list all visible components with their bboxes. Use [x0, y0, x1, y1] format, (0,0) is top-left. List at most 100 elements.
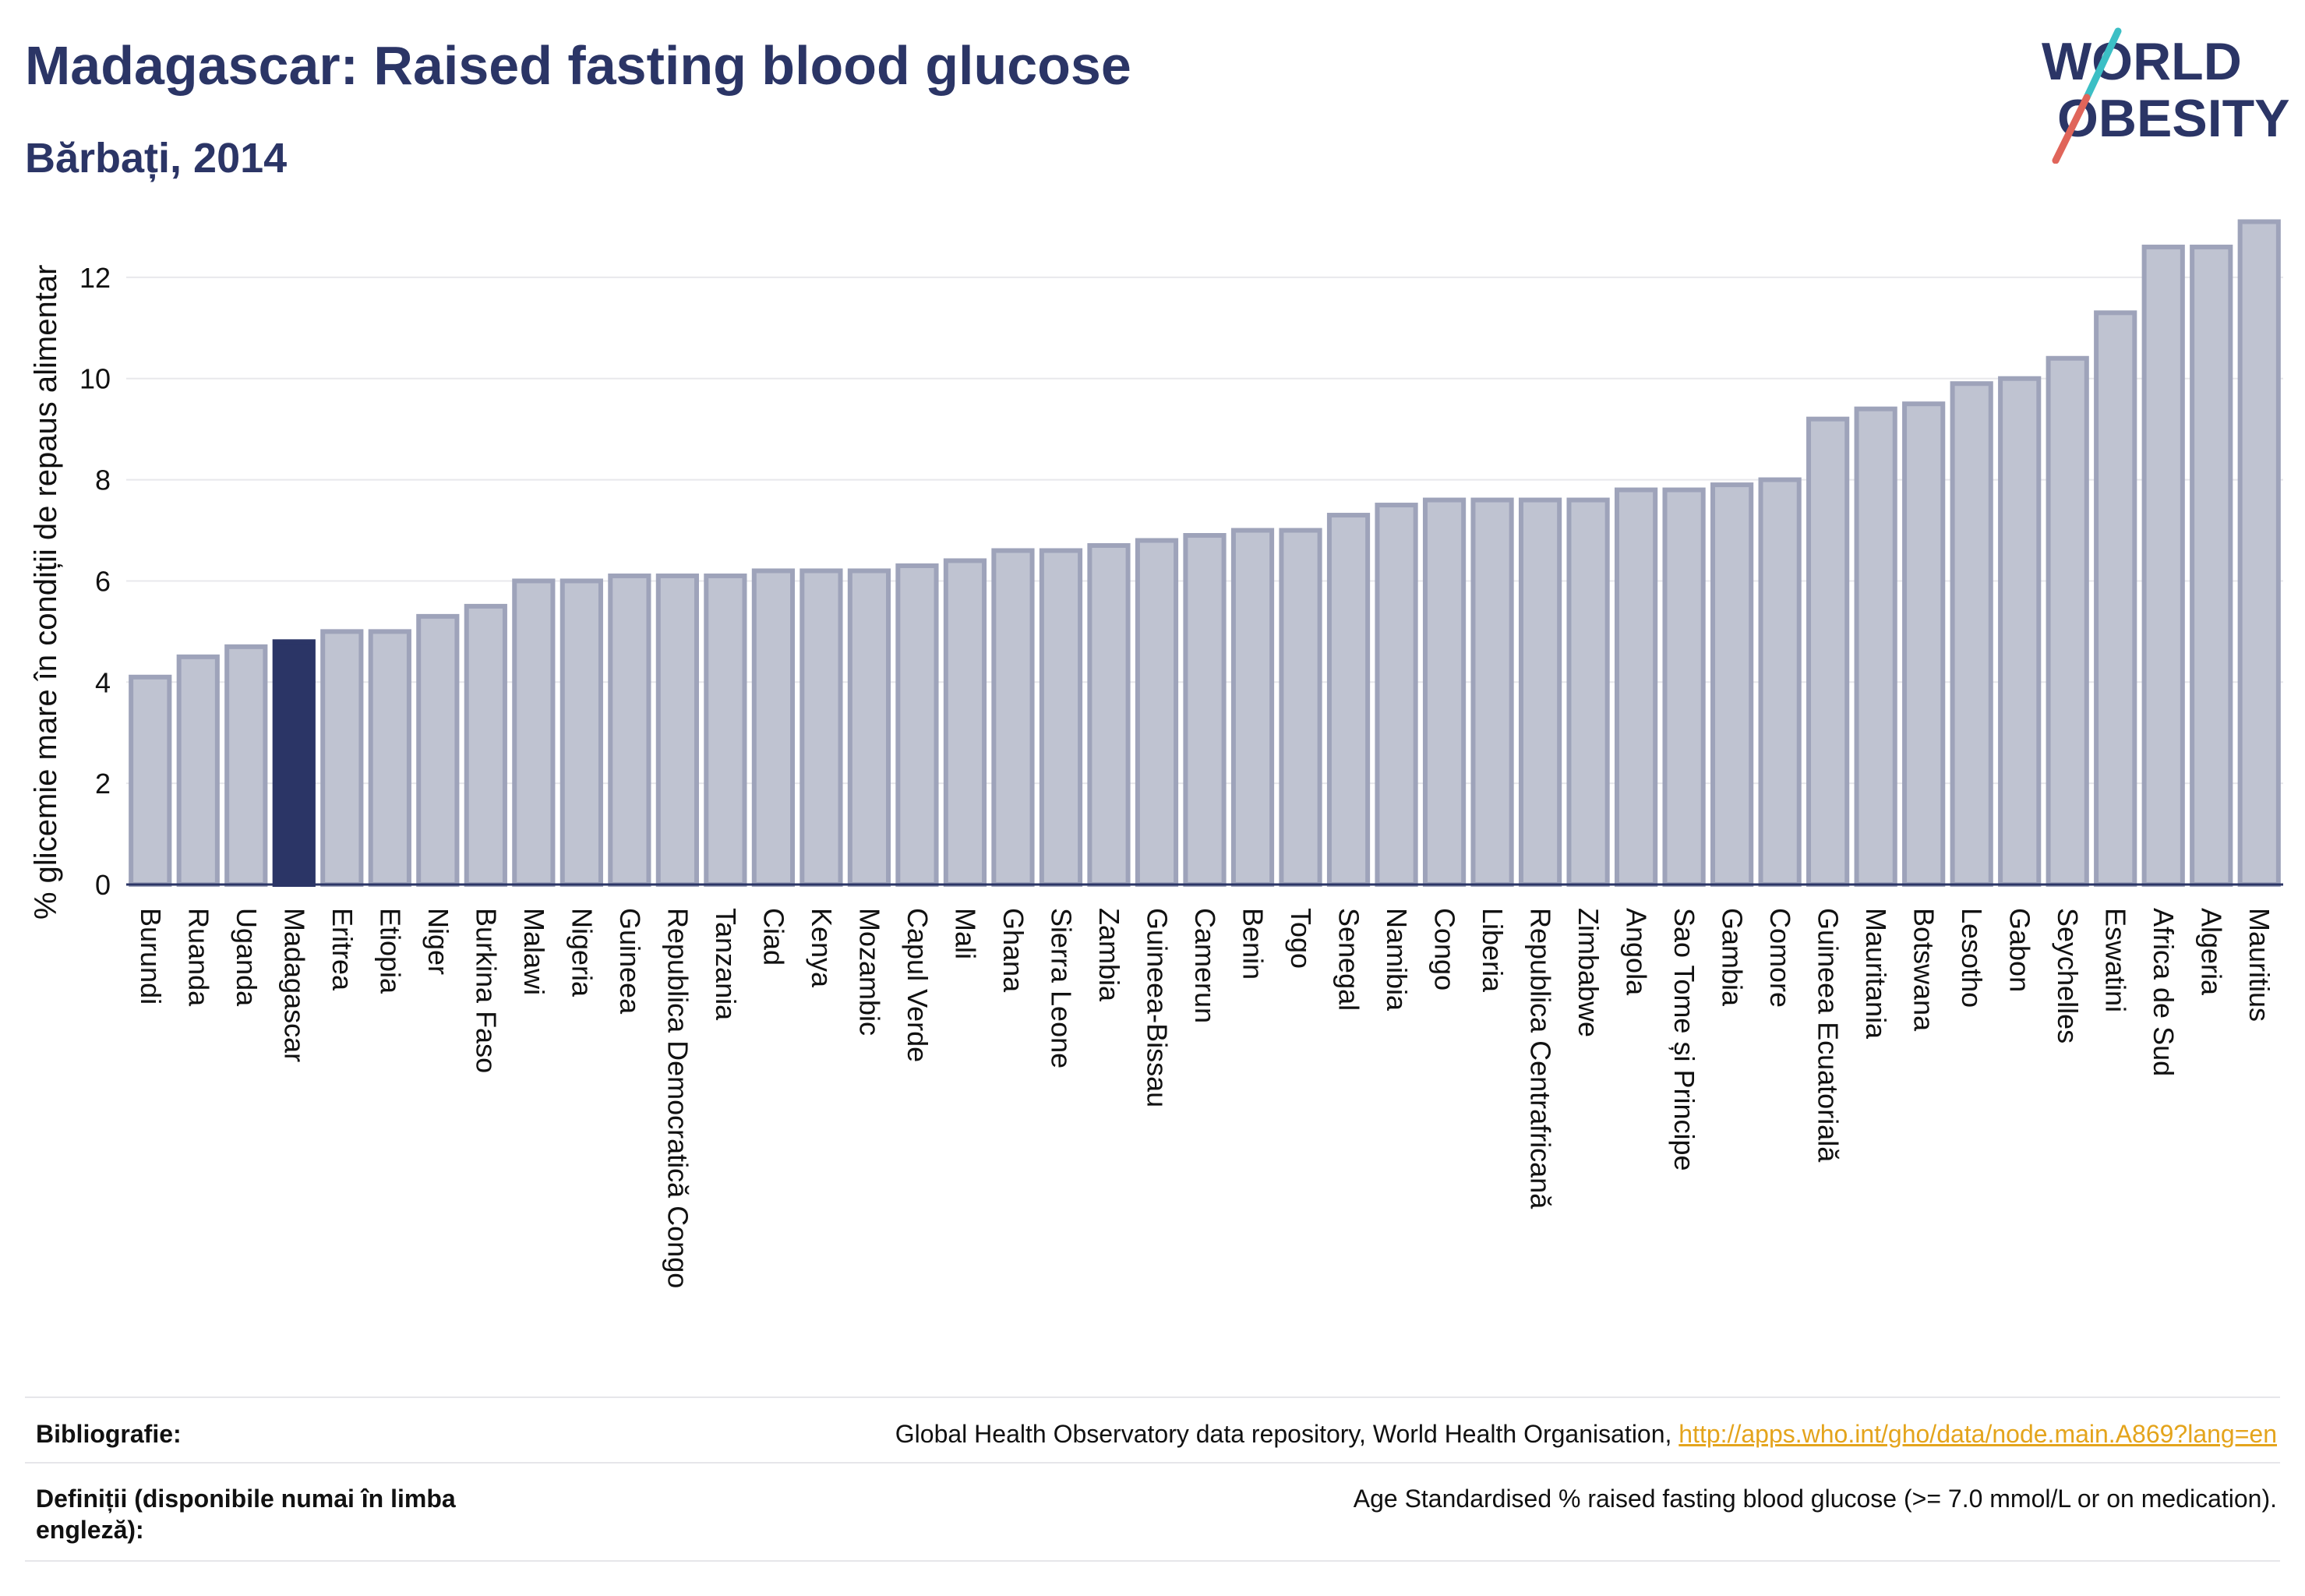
- bar-seychelles: [2046, 355, 2089, 887]
- y-tick-label: 4: [95, 666, 111, 698]
- x-tick-label: Namibia: [1381, 908, 1413, 1012]
- x-tick-label: Togo: [1285, 908, 1317, 969]
- chart-title: Madagascar: Raised fasting blood glucose: [25, 35, 1131, 96]
- bar-senegal: [1326, 513, 1371, 887]
- x-tick-label: Benin: [1237, 908, 1269, 980]
- bar-lesotho: [1950, 381, 1993, 887]
- x-tick-label: Ruanda: [182, 908, 214, 1007]
- bar-tanzania: [704, 573, 747, 888]
- x-tick-label: Nigeria: [566, 908, 598, 998]
- x-tick-label: Liberia: [1477, 908, 1509, 993]
- x-tick-label: Mozambic: [853, 908, 885, 1036]
- bar-capul-verde: [895, 563, 939, 888]
- bar-gambia: [1710, 482, 1754, 887]
- bar-niger: [416, 613, 460, 887]
- y-tick-label: 6: [95, 565, 111, 597]
- x-tick-label: Botswana: [1908, 908, 1940, 1032]
- y-tick-label: 8: [95, 464, 111, 496]
- bar-republica-centrafricană: [1518, 497, 1562, 887]
- y-tick-labels: 0 2 4 6 8 10 12: [79, 262, 111, 901]
- x-tick-label: Seychelles: [2052, 908, 2084, 1043]
- x-tick-label: Uganda: [231, 908, 263, 1007]
- x-tick-label: Eswatini: [2100, 908, 2132, 1012]
- x-tick-label: Camerun: [1189, 908, 1221, 1023]
- bibliography-text: Global Health Observatory data repositor…: [895, 1420, 1679, 1448]
- bar-botswana: [1902, 401, 1946, 887]
- bar-algeria: [2190, 244, 2233, 888]
- bar-etiopia: [368, 629, 411, 888]
- bibliography-link[interactable]: http://apps.who.int/gho/data/node.main.A…: [1678, 1420, 2277, 1448]
- bar-liberia: [1470, 497, 1514, 887]
- bar-malawi: [512, 578, 556, 887]
- bar-mauritius: [2237, 219, 2281, 887]
- x-tick-label: Kenya: [806, 908, 838, 988]
- x-tick-label: Madagascar: [278, 908, 310, 1062]
- y-tick-label: 0: [95, 869, 111, 901]
- bar-ghana: [991, 548, 1035, 887]
- y-tick-label: 2: [95, 768, 111, 800]
- logo-text-world: WORLD: [2042, 32, 2242, 91]
- world-obesity-logo: WORLD OBESITY: [2042, 27, 2290, 164]
- x-tick-label: Mauritius: [2243, 908, 2275, 1022]
- x-tick-label: Republica Democratică Congo: [662, 908, 694, 1288]
- bar-mauritania: [1854, 406, 1897, 887]
- x-tick-label: Guineea: [614, 908, 646, 1015]
- x-tick-label: Guineea Ecuatorială: [1813, 908, 1844, 1163]
- x-tick-label: Capul Verde: [902, 908, 934, 1062]
- bar-burundi: [129, 674, 172, 887]
- x-tick-label: Congo: [1429, 908, 1461, 990]
- x-tick-label: Sao Tome și Principe: [1668, 908, 1700, 1171]
- x-tick-label: Zimbabwe: [1573, 908, 1604, 1037]
- x-tick-label: Gabon: [2004, 908, 2036, 992]
- bar-namibia: [1375, 503, 1418, 887]
- x-tick-label: Gambia: [1717, 908, 1749, 1007]
- bars: [129, 219, 2281, 888]
- y-tick-label: 12: [79, 262, 111, 294]
- bar-mozambic: [847, 568, 891, 887]
- bar-ruanda: [176, 654, 220, 887]
- x-tick-label: Algeria: [2196, 908, 2228, 996]
- bar-uganda: [224, 644, 268, 887]
- bar-sao-tome-și-principe: [1662, 487, 1706, 888]
- bar-chart: 0 2 4 6 8 10 12 Burundi Ruanda Uganda Madagascar E…: [29, 219, 2283, 1288]
- bar-camerun: [1183, 533, 1227, 887]
- bar-kenya: [800, 568, 843, 887]
- bar-guineea-bissau: [1135, 538, 1179, 887]
- y-axis-label: % glicemie mare în condiții de repaus al…: [29, 265, 63, 920]
- x-tick-label: Lesotho: [1956, 908, 1988, 1008]
- x-tick-label: Malawi: [518, 908, 550, 995]
- chart-subtitle: Bărbați, 2014: [25, 135, 288, 182]
- bar-ciad: [751, 568, 796, 887]
- bar-madagascar: [272, 639, 316, 888]
- bar-togo: [1279, 528, 1322, 887]
- bar-guineea: [608, 573, 651, 888]
- bar-republica-democratică-congo: [655, 573, 699, 888]
- x-tick-label: Africa de Sud: [2148, 908, 2180, 1076]
- x-tick-label: Mauritania: [1860, 908, 1892, 1040]
- x-tick-label: Burundi: [135, 908, 167, 1005]
- x-tick-label: Etiopia: [374, 908, 406, 994]
- bar-nigeria: [559, 578, 603, 887]
- logo-text-obesity: OBESITY: [2057, 89, 2290, 148]
- bar-mali: [943, 558, 987, 887]
- bar-eswatini: [2094, 310, 2137, 887]
- x-tick-label: Burkina Faso: [470, 908, 502, 1073]
- bar-comore: [1758, 477, 1802, 887]
- bar-guineea-ecuatorială: [1806, 416, 1850, 887]
- bar-zambia: [1087, 542, 1131, 888]
- bibliography-label: Bibliografie:: [36, 1420, 182, 1448]
- footer-divider-bottom: [25, 1560, 2280, 1562]
- x-tick-label: Tanzania: [710, 908, 742, 1021]
- x-tick-label: Ghana: [997, 908, 1029, 993]
- bar-eritrea: [320, 629, 364, 888]
- y-tick-label: 10: [79, 363, 111, 395]
- bar-africa-de-sud: [2141, 244, 2185, 888]
- x-tick-label: Sierra Leone: [1045, 908, 1077, 1068]
- x-tick-label: Eritrea: [327, 908, 358, 991]
- x-tick-label: Ciad: [757, 908, 789, 966]
- x-tick-label: Zambia: [1093, 908, 1125, 1002]
- bar-sierra-leone: [1039, 548, 1083, 887]
- definitions-value: Age Standardised % raised fasting blood …: [1353, 1485, 2277, 1513]
- x-tick-label: Angola: [1621, 908, 1653, 996]
- x-tick-label: Republica Centrafricană: [1525, 908, 1557, 1209]
